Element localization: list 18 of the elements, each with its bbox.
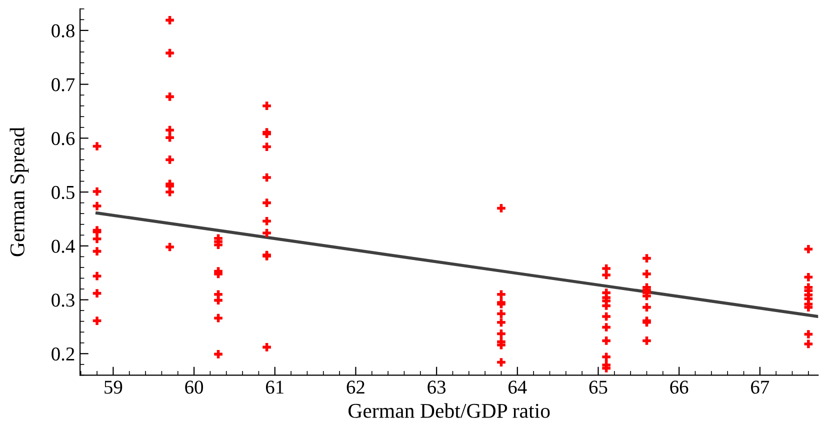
y-tick-label: 0.2 [52,347,74,361]
x-tick-label: 61 [266,380,284,394]
y-tick-label: 0.5 [52,186,74,200]
x-tick-label: 65 [589,380,608,394]
x-axis-title: German Debt/GDP ratio [348,403,550,418]
y-tick-label: 0.4 [52,240,75,253]
y-tick-label: 0.3 [52,294,74,307]
x-tick-label: 62 [346,380,364,394]
y-tick-label: 0.8 [52,24,74,38]
x-tick-label: 63 [428,380,446,394]
y-tick-label: 0.7 [52,78,75,92]
x-tick-label: 66 [670,380,688,394]
x-tick-label: 64 [508,380,527,394]
y-tick-label: 0.6 [52,132,75,146]
x-tick-label: 60 [185,380,204,394]
y-axis-title: German Spread [10,127,29,256]
x-tick-label: 67 [751,380,770,394]
x-tick-label: 59 [104,380,122,394]
